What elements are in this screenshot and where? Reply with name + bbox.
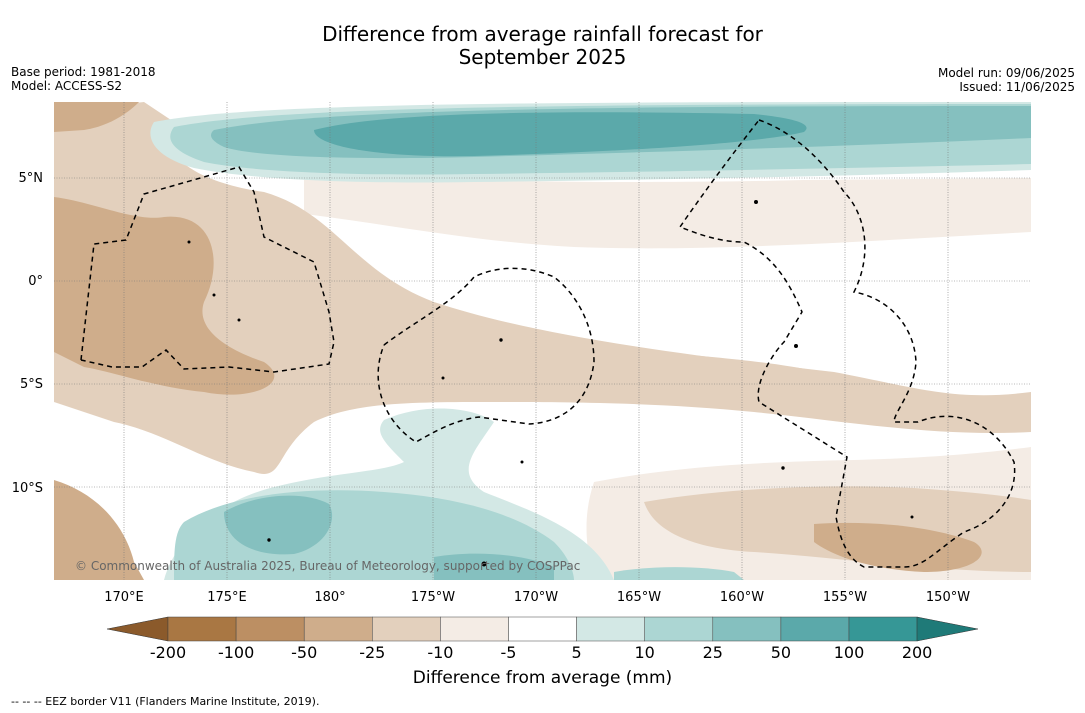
wet-band-north-core: [314, 112, 807, 157]
colorbar-segment: [167, 616, 237, 642]
colorbar-tick-label: 200: [901, 643, 933, 662]
colorbar-segment: [712, 616, 782, 642]
colorbar-tick-label: 100: [833, 643, 865, 662]
colorbar-title: Difference from average (mm): [412, 668, 673, 688]
map-title-line1: Difference from average rainfall forecas…: [322, 22, 763, 46]
lon-label-165w: 165°W: [616, 590, 662, 605]
colorbar-tick-label: 50: [770, 643, 792, 662]
eez-borders: [80, 119, 1016, 568]
rainfall-anomaly-map: [54, 102, 1031, 580]
colorbar-segment: [644, 616, 714, 642]
colorbar-tick-label: -10: [427, 643, 454, 662]
colorbar-tick-label: -50: [291, 643, 318, 662]
colorbar-segment: [848, 616, 918, 642]
lat-label-0: 0°: [28, 274, 43, 289]
lon-label-180: 180°: [314, 590, 346, 605]
lon-label-155w: 155°W: [822, 590, 868, 605]
colorbar-tick-label: 5: [571, 643, 582, 662]
colorbar-tick-label: -100: [217, 643, 255, 662]
island-markers: [187, 200, 914, 567]
lon-label-175e: 175°E: [207, 590, 247, 605]
dry-region-northwest: [54, 102, 139, 132]
colorbar-low-arrow: [107, 616, 169, 642]
colorbar-tick-label: 10: [634, 643, 655, 662]
issued-date: Issued: 11/06/2025: [959, 80, 1075, 94]
copyright-note: © Commonwealth of Australia 2025, Bureau…: [75, 559, 581, 573]
colorbar-tick-label: -25: [359, 643, 386, 662]
colorbar-segment: [780, 616, 850, 642]
wet-region-south-far: [434, 553, 554, 580]
wet-region-south-far-light: [614, 567, 744, 580]
colorbar-tick-label: -5: [500, 643, 517, 662]
lon-label-160w: 160°W: [719, 590, 765, 605]
colorbar-tick-label: -200: [149, 643, 187, 662]
dry-region-southwest: [54, 480, 144, 580]
dry-band-central: [354, 302, 854, 399]
colorbar-segment: [440, 616, 509, 642]
lon-label-170w: 170°W: [513, 590, 559, 605]
dry-region-west-mid: [54, 197, 275, 395]
graticule: [54, 102, 1031, 580]
colorbar-segment: [235, 616, 305, 642]
dry-region-southeast-mid: [814, 522, 982, 572]
lat-label-10s: 10°S: [11, 481, 43, 496]
colorbar-segments: [167, 616, 918, 642]
lon-label-175w: 175°W: [410, 590, 456, 605]
base-period: Base period: 1981-2018: [11, 65, 156, 79]
model-run: Model run: 09/06/2025: [937, 66, 1075, 80]
lon-label-150w: 150°W: [925, 590, 971, 605]
colorbar-high-arrow: [916, 616, 979, 642]
colorbar-segment: [508, 616, 577, 642]
footer-note: -- -- -- EEZ border V11 (Flanders Marine…: [11, 695, 320, 708]
lat-label-5s: 5°S: [19, 377, 43, 392]
model-name: Model: ACCESS-S2: [11, 79, 123, 93]
meta-right: Model run: 09/06/2025 Issued: 11/06/2025: [938, 66, 1075, 94]
colorbar: [107, 616, 979, 642]
map-title-line2: September 2025: [458, 45, 627, 69]
lon-label-170e: 170°E: [104, 590, 144, 605]
colorbar-segment: [372, 616, 441, 642]
colorbar-segment: [303, 616, 373, 642]
colorbar-tick-label: 25: [702, 643, 723, 662]
meta-left: Base period: 1981-2018 Model: ACCESS-S2: [11, 65, 156, 93]
colorbar-segment: [576, 616, 645, 642]
dry-band-north: [304, 174, 1031, 249]
wet-region-south-mid: [224, 495, 333, 555]
lat-label-5n: 5°N: [18, 171, 44, 186]
